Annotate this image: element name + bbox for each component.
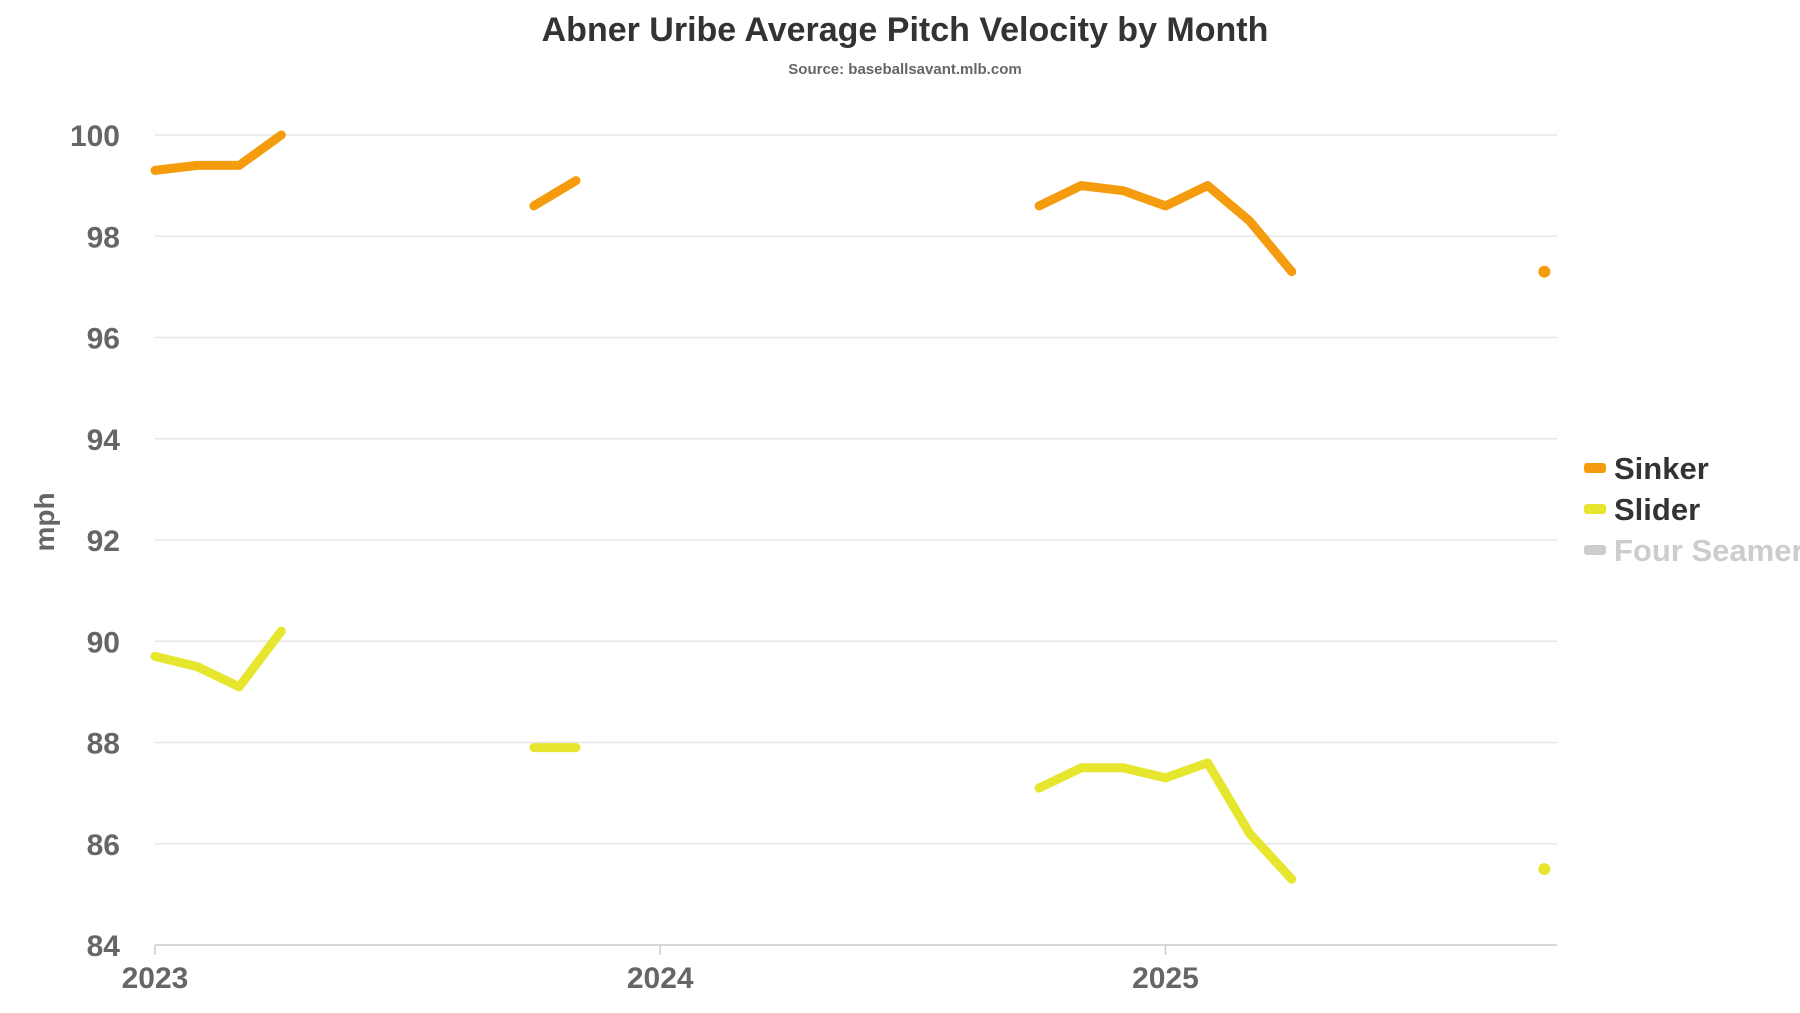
series-line <box>1034 758 1297 884</box>
legend-label: Four Seamer <box>1614 533 1800 568</box>
y-tick-label: 88 <box>87 728 120 761</box>
y-tick-label: 100 <box>70 120 120 153</box>
x-axis-ticks: 2023 2024 2025 <box>122 962 1199 995</box>
legend-swatch <box>1584 545 1606 555</box>
series-line <box>529 176 581 211</box>
legend[interactable]: Sinker Slider Four Seamer <box>1584 451 1800 568</box>
legend-item-four-seamer[interactable]: Four Seamer <box>1584 533 1800 568</box>
series-line <box>150 130 286 175</box>
legend-label: Slider <box>1614 492 1700 527</box>
series-line <box>1034 181 1297 277</box>
y-tick-label: 86 <box>87 829 120 862</box>
chart-subtitle: Source: baseballsavant.mlb.com <box>788 61 1021 78</box>
x-tick-label: 2023 <box>122 962 189 995</box>
y-tick-label: 84 <box>87 930 121 963</box>
legend-swatch <box>1584 504 1606 514</box>
series-lines <box>150 130 1551 884</box>
y-tick-label: 96 <box>87 323 120 356</box>
y-tick-label: 94 <box>87 424 121 457</box>
x-axis <box>154 944 1557 955</box>
legend-swatch <box>1584 463 1606 473</box>
y-tick-label: 90 <box>87 626 120 659</box>
y-tick-label: 98 <box>87 221 120 254</box>
legend-item-slider[interactable]: Slider <box>1584 492 1700 527</box>
series-sinker <box>150 130 1551 278</box>
x-tick-label: 2024 <box>627 962 694 995</box>
data-point <box>1538 863 1551 876</box>
series-line <box>150 626 286 692</box>
grid-lines <box>155 134 1557 845</box>
data-point <box>1538 265 1551 278</box>
y-axis-label: mph <box>29 492 60 551</box>
chart-title: Abner Uribe Average Pitch Velocity by Mo… <box>542 11 1269 49</box>
legend-item-sinker[interactable]: Sinker <box>1584 451 1709 486</box>
series-slider <box>150 626 1551 884</box>
y-axis-ticks: 84 86 88 90 92 94 96 98 100 <box>70 120 120 963</box>
y-tick-label: 92 <box>87 525 120 558</box>
legend-label: Sinker <box>1614 451 1709 486</box>
x-tick-label: 2025 <box>1132 962 1199 995</box>
